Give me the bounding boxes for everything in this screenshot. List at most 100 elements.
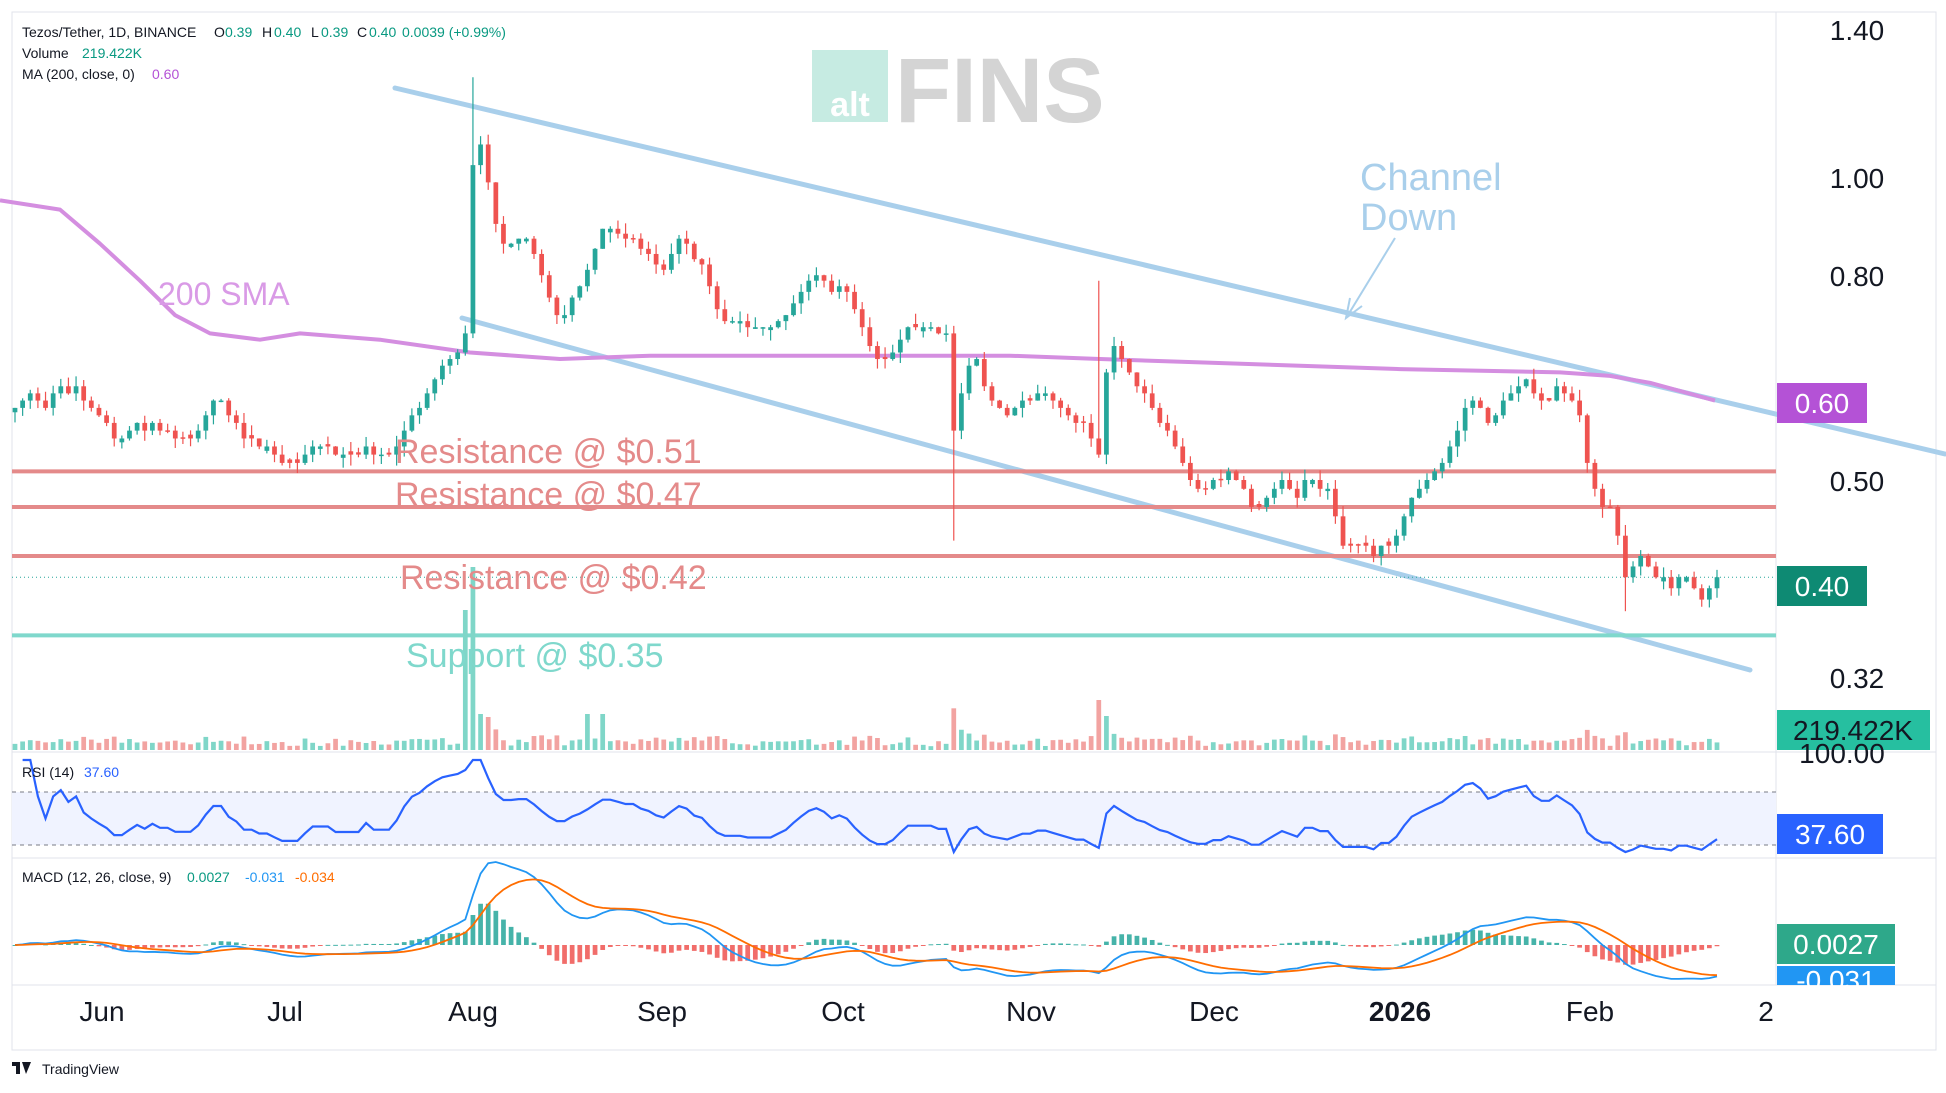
volume-bar [1508, 739, 1514, 750]
volume-bar [508, 745, 514, 750]
candle-body [1065, 407, 1071, 416]
watermark-alt-box [812, 50, 888, 122]
rsi-badge [1777, 814, 1883, 854]
macd-histogram-bar [684, 945, 690, 950]
volume-bar [951, 708, 957, 750]
candle-body [1592, 462, 1598, 489]
candle-body [959, 393, 964, 431]
macd-histogram-bar [279, 945, 285, 949]
macd-histogram-bar [1210, 945, 1216, 953]
macd-histogram-bar [485, 903, 491, 945]
macd-badge-text: 0.0027 [1793, 929, 1879, 960]
time-tick: Aug [448, 996, 498, 1027]
candle-body [317, 446, 323, 449]
candle-body [1180, 446, 1186, 463]
candle-body [1020, 400, 1025, 408]
volume-bar [1249, 740, 1254, 750]
candle-body [333, 446, 338, 455]
volume-bar [1470, 744, 1476, 750]
volume-bar [669, 741, 674, 750]
rsi-top-tick: 100.00 [1799, 738, 1885, 769]
header-legend: Tezos/Tether, 1D, BINANCE O 0.39 H 0.40 … [22, 24, 506, 82]
volume-bar [1409, 736, 1415, 750]
candle-body [722, 309, 728, 322]
candle-body [272, 446, 277, 455]
macd-histogram-bar [523, 937, 529, 945]
volume-bar [1348, 742, 1354, 750]
macd-histogram-bar [997, 945, 1002, 951]
candle-body [684, 238, 690, 244]
macd-histogram-bar [348, 944, 354, 946]
volume-bar [623, 741, 628, 750]
macd-histogram-bar [1233, 945, 1239, 949]
volume-bar [1439, 741, 1445, 750]
volume-bar [1287, 740, 1292, 750]
candle-body [378, 454, 384, 457]
candle-body [1264, 497, 1270, 507]
volume-bar [730, 743, 735, 750]
macd-histogram-bar [623, 945, 628, 946]
volume-bar [470, 567, 476, 750]
candle-body [699, 259, 705, 265]
volume-bar [1493, 743, 1499, 750]
volume-bar [1302, 735, 1308, 750]
levels-layer [12, 469, 1776, 638]
candle-body [295, 459, 300, 463]
macd-histogram-bar [1226, 945, 1231, 950]
candle-body [1600, 488, 1605, 507]
macd-histogram-bar [516, 932, 522, 945]
candle-body [1317, 480, 1323, 489]
candle-body [1707, 588, 1712, 600]
tradingview-logo[interactable]: TradingView [12, 1061, 120, 1077]
volume-bar [104, 738, 109, 750]
candle-body [325, 444, 331, 447]
volume-bar [1012, 744, 1018, 750]
macd-histogram-bar [852, 942, 857, 945]
candle-body [66, 386, 71, 394]
macd-histogram-bar [226, 941, 232, 945]
volume-bar [920, 744, 926, 750]
candle-body [394, 446, 399, 455]
resistance-051-label: Resistance @ $0.51 [395, 433, 702, 471]
volume-bar [157, 742, 163, 750]
macd-histogram-bar [821, 938, 827, 945]
volume-bar [1554, 740, 1560, 750]
candle-body [1050, 393, 1056, 401]
candle-body [1447, 446, 1453, 463]
volume-bar [1478, 739, 1483, 750]
macd-histogram-bar [1394, 944, 1399, 946]
macd-histogram-bar [172, 945, 178, 948]
candle-body [142, 422, 148, 431]
volume-bar [981, 734, 987, 750]
macd-histogram-bar [88, 944, 94, 946]
macd-histogram-bar [317, 945, 323, 946]
macd-histogram-bar [1363, 945, 1369, 947]
macd-histogram-bar [1516, 936, 1521, 945]
macd-histogram-bar [66, 943, 71, 945]
macd-legend-hist: -0.034 [295, 869, 335, 885]
candle-body [1073, 415, 1079, 423]
macd-layer [12, 861, 1720, 980]
macd-histogram-bar [844, 940, 850, 945]
macd-histogram-bar [310, 945, 316, 947]
macd-histogram-bar [783, 945, 789, 952]
candle-body [646, 248, 651, 254]
macd-histogram-bar [745, 945, 751, 961]
ma-badge [1777, 383, 1867, 423]
volume-bar [1218, 744, 1224, 750]
macd-histogram-bar [1111, 936, 1117, 945]
macd-histogram-bar [302, 945, 308, 948]
channel-arrow-shaft [1347, 237, 1396, 316]
macd-histogram-bar [111, 945, 117, 950]
macd-histogram-bar [1058, 943, 1063, 945]
volume-bar [27, 740, 33, 750]
macd-histogram-bar [211, 942, 216, 945]
volume-bar [1661, 740, 1666, 750]
candle-body [1195, 480, 1201, 489]
volume-bar [1684, 745, 1689, 750]
macd-histogram-bar [119, 945, 125, 951]
header-change: 0.0039 (+0.99%) [402, 24, 506, 40]
volume-bar [1126, 741, 1132, 750]
volume-bar [806, 739, 812, 750]
time-axis: Jun Jul Aug Sep Oct Nov Dec 2026 Feb 2 [79, 996, 1773, 1027]
